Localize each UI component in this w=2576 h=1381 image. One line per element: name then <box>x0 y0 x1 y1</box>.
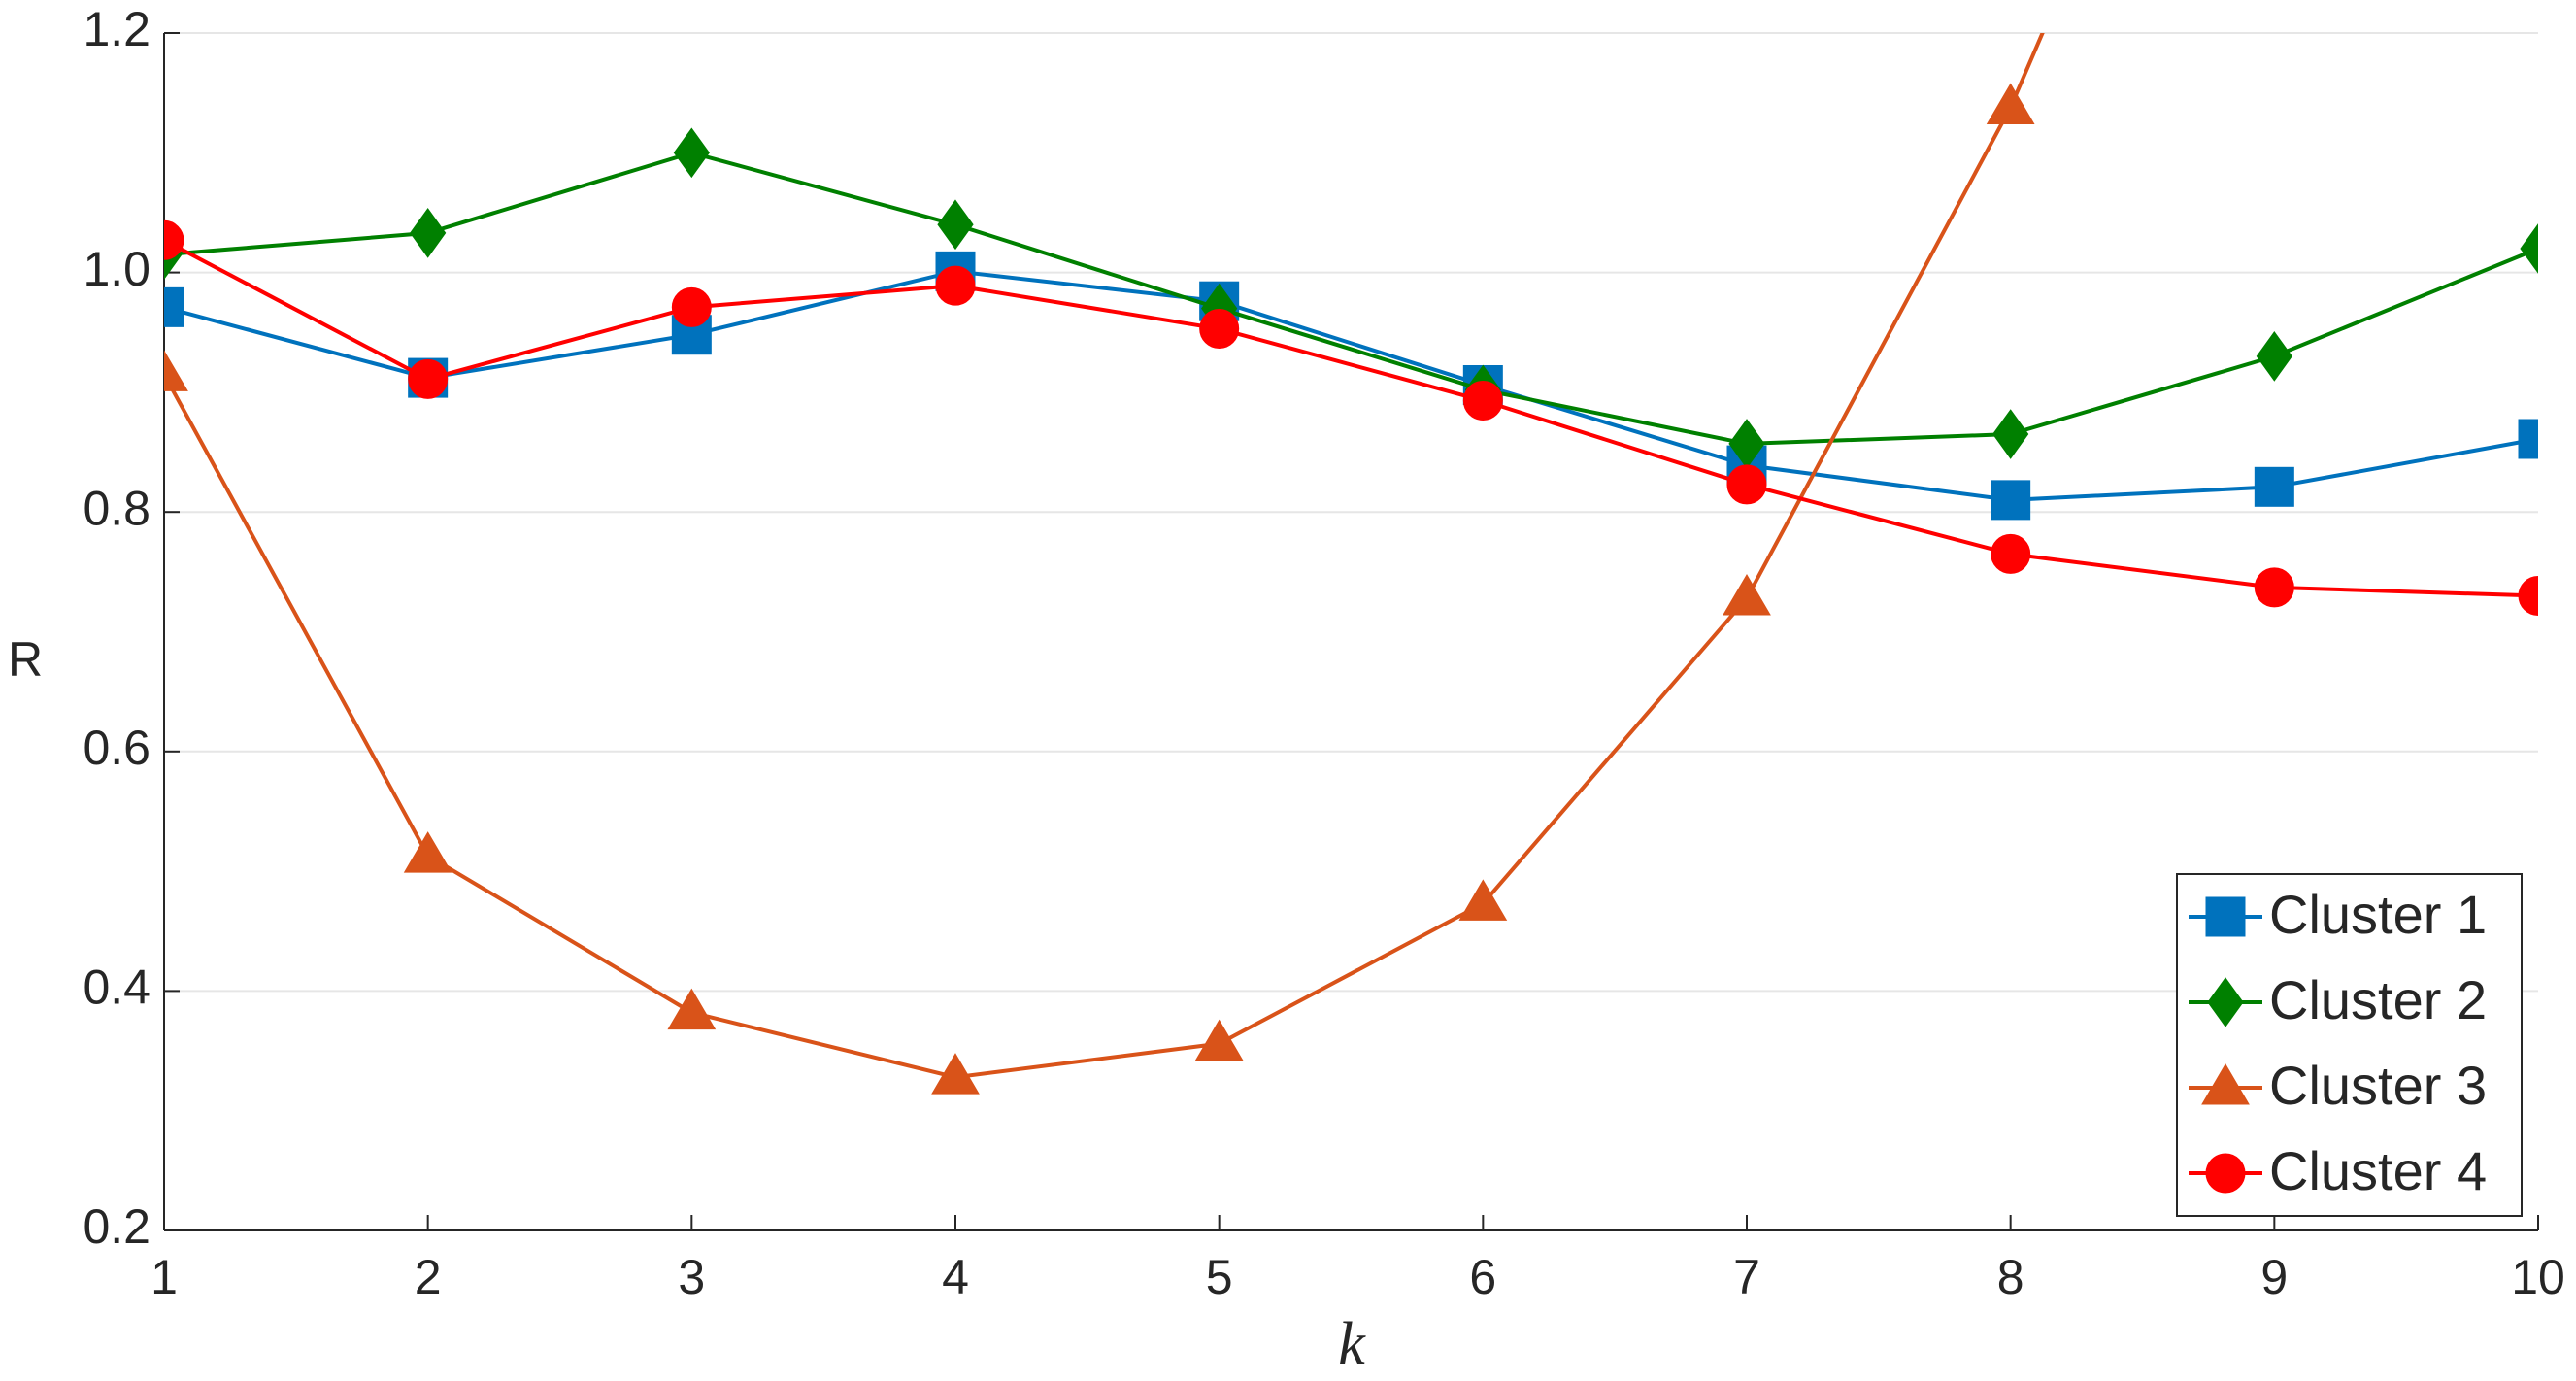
marker <box>1726 464 1767 505</box>
marker <box>931 1053 980 1095</box>
marker <box>2254 567 2294 608</box>
marker <box>2254 466 2294 507</box>
marker <box>403 831 452 873</box>
marker <box>164 219 184 260</box>
marker <box>1194 1019 1244 1061</box>
marker <box>164 286 184 327</box>
x-tick-label: 4 <box>942 1250 969 1304</box>
marker <box>410 208 447 258</box>
marker <box>408 358 449 399</box>
legend-marker <box>2205 1153 2246 1194</box>
marker <box>2518 419 2538 459</box>
legend-label: Cluster 4 <box>2269 1140 2487 1201</box>
x-tick-label: 3 <box>678 1250 705 1304</box>
marker <box>1462 381 1503 421</box>
y-tick-label: 0.6 <box>83 721 151 775</box>
marker <box>1992 409 2029 459</box>
plot-area <box>164 33 2538 1095</box>
legend-marker <box>2207 977 2244 1027</box>
legend-marker <box>2205 896 2246 937</box>
x-tick-label: 2 <box>415 1250 442 1304</box>
series-line <box>164 269 2538 502</box>
marker <box>1458 879 1508 921</box>
marker <box>2256 331 2292 382</box>
marker <box>1199 309 1240 350</box>
marker <box>667 988 717 1030</box>
y-tick-label: 1.0 <box>83 242 151 296</box>
y-tick-label: 0.4 <box>83 960 151 1015</box>
x-tick-label: 5 <box>1206 1250 1233 1304</box>
marker <box>1986 83 2035 124</box>
y-axis-label: R <box>8 632 43 687</box>
marker <box>935 265 976 306</box>
x-tick-label: 1 <box>151 1250 178 1304</box>
marker <box>937 199 974 251</box>
marker <box>1991 480 2031 521</box>
series-line <box>164 151 2538 446</box>
x-tick-label: 9 <box>2260 1250 2288 1304</box>
series-line <box>164 238 2538 598</box>
marker <box>673 127 710 179</box>
x-tick-label: 6 <box>1469 1250 1496 1304</box>
x-axis-label: k <box>1338 1311 1366 1377</box>
legend-label: Cluster 1 <box>2269 884 2487 945</box>
marker <box>2518 576 2538 617</box>
marker <box>1723 573 1771 616</box>
y-tick-label: 1.2 <box>83 2 151 56</box>
marker <box>1991 533 2031 574</box>
x-tick-label: 8 <box>1997 1250 2024 1304</box>
legend-label: Cluster 3 <box>2269 1055 2487 1116</box>
marker <box>671 286 712 327</box>
y-tick-label: 0.2 <box>83 1199 151 1254</box>
marker <box>164 350 188 391</box>
legend-label: Cluster 2 <box>2269 969 2487 1030</box>
x-tick-label: 7 <box>1733 1250 1760 1304</box>
marker <box>2520 223 2538 274</box>
x-tick-label: 10 <box>2511 1250 2565 1304</box>
legend-marker <box>2201 1063 2250 1105</box>
y-tick-label: 0.8 <box>83 481 151 535</box>
